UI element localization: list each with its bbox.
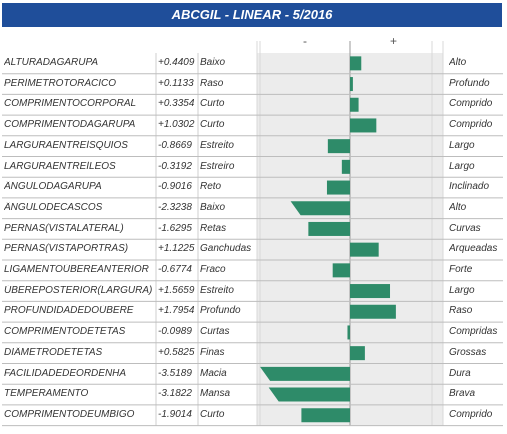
trait-value: +0.3354	[158, 98, 195, 110]
trait-high-label: Compridas	[449, 326, 498, 338]
trait-high-label: Alto	[449, 57, 467, 68]
trait-name: COMPRIMENTOCORPORAL	[4, 98, 137, 110]
chart-title: ABCGIL - LINEAR - 5/2016	[2, 3, 502, 27]
trait-low-label: Estreiro	[200, 160, 235, 172]
trait-bar	[350, 242, 379, 257]
trait-value: +0.4409	[158, 57, 195, 68]
trait-bar	[350, 304, 396, 319]
trait-bar	[350, 284, 391, 299]
trait-bar	[341, 159, 350, 174]
trait-low-label: Baixo	[200, 57, 226, 68]
trait-high-label: Largo	[449, 139, 475, 151]
trait-low-label: Fraco	[200, 264, 226, 275]
trait-name: PERNAS(VISTAPORTRÁS)	[4, 243, 129, 255]
trait-low-label: Raso	[200, 77, 224, 89]
trait-bar	[350, 118, 377, 133]
trait-low-label: Curto	[200, 119, 225, 131]
trait-high-label: Forte	[449, 264, 473, 275]
trait-value: -3.5189	[158, 367, 192, 379]
trait-value: -0.8669	[158, 139, 192, 151]
trait-low-label: Macia	[200, 367, 227, 379]
trait-bar	[350, 346, 365, 361]
trait-value: +0.5825	[158, 346, 195, 358]
trait-bar	[350, 77, 353, 92]
trait-value: -3.1822	[158, 388, 192, 400]
trait-high-label: Comprido	[449, 408, 493, 420]
trait-low-label: Profundo	[200, 305, 241, 317]
trait-low-label: Baixo	[200, 201, 226, 213]
trait-high-label: Alto	[449, 201, 467, 213]
trait-bar	[332, 263, 350, 278]
trait-bar	[350, 56, 362, 71]
trait-bar	[290, 201, 350, 216]
trait-value: +1.1225	[158, 243, 195, 255]
trait-value: -0.6774	[158, 264, 192, 275]
trait-low-label: Estreito	[200, 139, 234, 151]
trait-high-label: Comprido	[449, 98, 493, 110]
trait-low-label: Reto	[200, 181, 222, 193]
trait-name: LARGURAENTREÍSQUIOS	[4, 139, 128, 151]
trait-low-label: Finas	[200, 346, 225, 358]
trait-bar	[260, 366, 350, 381]
trait-value: +1.7954	[158, 305, 195, 317]
trait-high-label: Largo	[449, 160, 475, 172]
trait-value: +1.0302	[158, 119, 195, 131]
trait-name: LARGURAENTREÍLEOS	[4, 160, 116, 172]
trait-low-label: Curto	[200, 98, 225, 110]
trait-name: PERÍMETROTORÁCICO	[4, 77, 117, 89]
trait-value: -0.9016	[158, 181, 192, 193]
trait-high-label: Arqueadas	[449, 243, 498, 255]
trait-name: ÂNGULODAGARUPA	[4, 181, 102, 193]
trait-low-label: Ganchudas	[200, 243, 252, 255]
trait-name: ALTURADAGARUPA	[4, 57, 99, 68]
trait-high-label: Comprido	[449, 119, 493, 131]
trait-value: -1.6295	[158, 222, 192, 234]
trait-low-label: Retas	[200, 222, 227, 234]
trait-low-label: Curto	[200, 408, 225, 420]
trait-low-label: Mansa	[200, 388, 231, 400]
trait-name: FACILIDADEDEORDENHA	[4, 367, 127, 379]
trait-bar	[347, 325, 350, 340]
trait-name: ÂNGULODECASCOS	[4, 201, 103, 213]
trait-high-label: Grossas	[449, 346, 487, 358]
positive-sign-label: +	[390, 34, 398, 48]
trait-name: COMPRIMENTODEUMBIGO	[4, 408, 135, 420]
trait-value: +1.5659	[158, 284, 195, 296]
trait-bar	[327, 139, 350, 154]
trait-bar	[301, 408, 350, 423]
trait-name: TEMPERAMENTO	[4, 388, 89, 400]
trait-high-label: Inclinado	[449, 181, 490, 193]
trait-name: COMPRIMENTODETETAS	[4, 326, 126, 338]
trait-bar	[308, 221, 350, 236]
trait-high-label: Largo	[449, 284, 475, 296]
trait-value: -0.3192	[158, 160, 192, 172]
trait-name: COMPRIMENTODAGARUPA	[4, 119, 136, 131]
trait-name: ÚBEREPOSTERIOR(LARGURA)	[4, 284, 153, 296]
trait-name: DIÂMETRODETETAS	[4, 346, 103, 358]
trait-name: PROFUNDIDADEDOÚBERE	[4, 305, 134, 317]
trait-value: -2.3238	[158, 201, 192, 213]
trait-value: -0.0989	[158, 326, 192, 338]
trait-name: LIGAMENTOÚBEREANTERIOR	[4, 264, 149, 275]
trait-high-label: Curvas	[449, 222, 481, 234]
trait-high-label: Brava	[449, 388, 476, 400]
trait-bar	[350, 97, 359, 112]
trait-low-label: Curtas	[200, 326, 230, 338]
trait-value: -1.9014	[158, 408, 192, 420]
trait-high-label: Profundo	[449, 77, 490, 89]
trait-bar	[268, 387, 350, 402]
trait-high-label: Raso	[449, 305, 473, 317]
trait-high-label: Dura	[449, 367, 471, 379]
trait-value: +0.1133	[158, 77, 194, 89]
negative-sign-label: -	[303, 34, 307, 48]
trait-low-label: Estreito	[200, 284, 234, 296]
trait-bar	[326, 180, 350, 195]
trait-name: PERNAS(VISTALATERAL)	[4, 222, 124, 234]
